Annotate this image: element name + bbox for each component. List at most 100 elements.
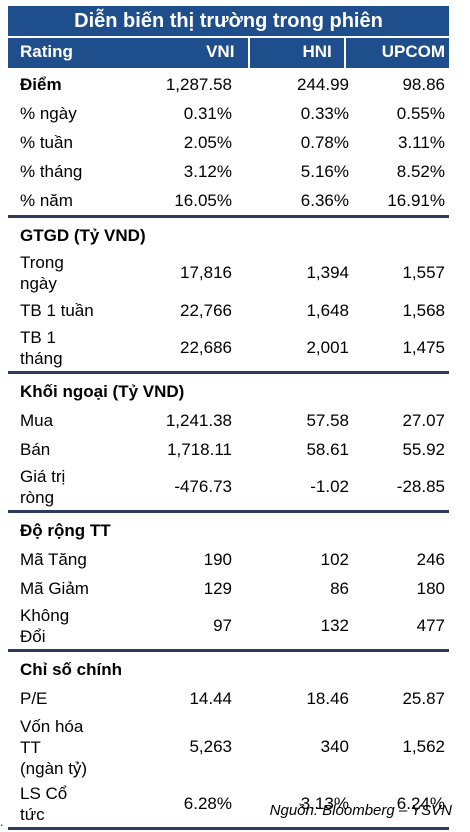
cell-vni: 22,766 (180, 300, 232, 320)
row-label: Mã Giảm (20, 579, 89, 598)
cell-hni: 2,001 (306, 338, 349, 357)
row-label: Vốn hóa TT (ngàn tỷ) (8, 716, 140, 779)
row-label: Không Đổi (8, 605, 140, 647)
cell-vni: 1,718.11 (167, 439, 232, 459)
row-label: Mua (20, 411, 54, 430)
cell-vni: 190 (203, 549, 232, 569)
table-row: Trong ngày 17,816 1,394 1,557 (8, 250, 449, 296)
section-indicators: Chỉ số chính P/E 14.44 18.46 25.87 Vốn h… (8, 652, 449, 830)
header-row: Rating VNI HNI UPCOM (8, 36, 449, 68)
table-row: Không Đổi 97 132 477 (8, 603, 449, 649)
cell-hni: 102 (320, 549, 349, 569)
cell-upcom: 55.92 (402, 439, 445, 459)
footnote-mark: . (0, 815, 4, 829)
cell-vni: 14.44 (189, 688, 232, 708)
table-row: Bán 1,718.11 58.61 55.92 (8, 435, 449, 464)
cell-vni: 5,263 (189, 737, 232, 756)
row-label: TB 1 tháng (8, 327, 140, 369)
table-title: Diễn biến thị trường trong phiên (8, 6, 449, 36)
cell-upcom: 3.11% (398, 132, 445, 152)
table-row: Mã Giảm 129 86 180 (8, 574, 449, 603)
section-breadth: Độ rộng TT Mã Tăng 190 102 246 Mã Giảm 1… (8, 513, 449, 652)
header-divider (234, 38, 251, 68)
section-title: GTGD (Tỷ VND) (20, 226, 146, 245)
cell-upcom: 477 (416, 616, 445, 635)
cell-vni: 97 (213, 616, 232, 635)
cell-vni: 1,241.38 (165, 410, 232, 430)
cell-upcom: 25.87 (402, 688, 445, 708)
cell-hni: -1.02 (310, 477, 349, 496)
row-label-line: TB 1 tháng (20, 328, 63, 368)
cell-hni: 5.16% (300, 161, 349, 181)
table-row: % ngày 0.31% 0.33% 0.55% (8, 99, 449, 128)
section-title: Khối ngoại (Tỷ VND) (20, 382, 185, 401)
row-label-line: LS Cổ tức (20, 784, 68, 824)
cell-upcom: 98.86 (402, 74, 445, 94)
cell-upcom: 246 (416, 549, 445, 569)
cell-upcom: 0.55% (396, 103, 445, 123)
market-summary-table: Diễn biến thị trường trong phiên Rating … (8, 6, 449, 830)
row-label: LS Cổ tức (8, 783, 140, 825)
section-foreign: Khối ngoại (Tỷ VND) Mua 1,241.38 57.58 2… (8, 374, 449, 513)
header-rating: Rating (20, 42, 73, 61)
cell-hni: 340 (320, 737, 349, 756)
row-label: P/E (20, 689, 48, 708)
cell-hni: 244.99 (297, 74, 349, 94)
cell-vni: 129 (203, 578, 232, 598)
row-label: % năm (20, 191, 73, 210)
table-row: % tuần 2.05% 0.78% 3.11% (8, 128, 449, 157)
cell-vni: 3.12% (183, 161, 232, 181)
table-row: Mua 1,241.38 57.58 27.07 (8, 406, 449, 435)
table-row: % năm 16.05% 6.36% 16.91% (8, 186, 449, 215)
cell-vni: 0.31% (183, 103, 232, 123)
cell-hni: 18.46 (306, 688, 349, 708)
row-label-line: Vốn hóa TT (ngàn tỷ) (20, 716, 88, 778)
section-title: Chỉ số chính (20, 660, 122, 679)
row-label: Bán (20, 440, 51, 459)
cell-upcom: 8.52% (396, 161, 445, 181)
table-row: Mã Tăng 190 102 246 (8, 545, 449, 574)
cell-hni: 0.33% (300, 103, 349, 123)
row-label: Điểm (20, 75, 62, 94)
section-gtgd: GTGD (Tỷ VND) Trong ngày 17,816 1,394 1,5… (8, 218, 449, 374)
cell-hni: 0.78% (300, 132, 349, 152)
header-vni: VNI (206, 42, 235, 61)
table-row: TB 1 tháng 22,686 2,001 1,475 (8, 325, 449, 371)
row-label-line: Trong ngày (20, 253, 64, 293)
table-row: TB 1 tuần 22,766 1,648 1,568 (8, 296, 449, 325)
cell-vni: 2.05% (183, 132, 232, 152)
cell-upcom: 180 (416, 578, 445, 598)
cell-upcom: 6.24% (396, 794, 445, 813)
cell-vni: 16.05% (174, 190, 232, 210)
cell-hni: 57.58 (306, 410, 349, 430)
source-note: Nguồn: Bloomberg – YSVN (269, 802, 452, 819)
header-upcom: UPCOM (343, 38, 449, 68)
row-label-line: Không Đổi (20, 606, 70, 646)
row-label: Giá trị ròng (8, 466, 140, 508)
cell-hni: 132 (320, 616, 349, 635)
table-row: Giá trị ròng -476.73 -1.02 -28.85 (8, 464, 449, 510)
row-label: % tháng (20, 162, 83, 181)
row-label: TB 1 tuần (20, 301, 94, 320)
cell-hni: 1,648 (306, 300, 349, 320)
cell-vni: 22,686 (180, 338, 232, 357)
cell-upcom: 1,557 (402, 263, 445, 282)
cell-upcom: 1,568 (402, 300, 445, 320)
cell-hni: 1,394 (306, 263, 349, 282)
cell-upcom: 1,475 (402, 338, 445, 357)
cell-hni: 58.61 (306, 439, 349, 459)
cell-hni: 3.13% (300, 794, 349, 813)
table-row: Vốn hóa TT (ngàn tỷ) 5,263 340 1,562 (8, 713, 449, 781)
row-label: % ngày (20, 104, 77, 123)
cell-upcom: 16.91% (387, 190, 445, 210)
cell-hni: 6.36% (300, 190, 349, 210)
row-label: % tuần (20, 133, 73, 152)
cell-vni: 6.28% (183, 794, 232, 813)
cell-upcom: 27.07 (402, 410, 445, 430)
table-row: LS Cổ tức 6.28% 3.13% 6.24% (8, 781, 449, 827)
section-market: Điểm 1,287.58 244.99 98.86 % ngày 0.31% … (8, 68, 449, 218)
cell-hni: 86 (330, 578, 349, 598)
cell-vni: 17,816 (180, 263, 232, 282)
cell-upcom: 1,562 (402, 737, 445, 756)
row-label-line: Giá trị ròng (20, 467, 66, 507)
